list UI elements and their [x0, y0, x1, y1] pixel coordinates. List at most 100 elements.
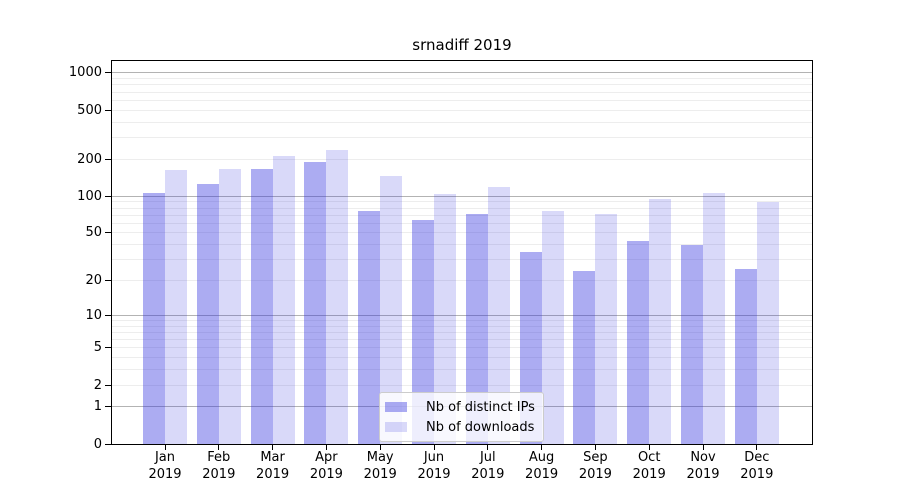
x-tick-month: Dec — [744, 450, 770, 465]
chart-title: srnadiff 2019 — [412, 36, 512, 54]
legend-label: Nb of downloads — [426, 419, 535, 435]
x-tick-label: Jan 2019 — [130, 450, 200, 483]
x-tick-mark — [648, 445, 650, 450]
y-tick-label: 500 — [77, 102, 102, 118]
bar-downloads — [326, 150, 349, 444]
gridline-minor — [112, 121, 812, 123]
x-tick-month: Nov — [690, 450, 716, 465]
x-tick-month: Oct — [637, 450, 661, 465]
bar-downloads — [380, 175, 403, 444]
x-tick-label: Nov 2019 — [668, 450, 738, 483]
bar-distinct-ips — [573, 271, 596, 444]
gridline-minor — [112, 222, 812, 224]
legend-row: Nb of distinct IPs — [380, 397, 543, 417]
x-tick-month: Jun — [423, 450, 445, 465]
bar-distinct-ips — [681, 244, 703, 444]
gridline-minor — [112, 207, 812, 209]
x-tick-year: 2019 — [148, 466, 182, 482]
x-tick-label: Jul 2019 — [453, 450, 523, 483]
x-tick-month: Mar — [260, 450, 285, 465]
gridline-minor — [112, 279, 812, 281]
x-tick-mark — [272, 445, 274, 450]
bar-downloads — [649, 198, 672, 444]
x-tick-mark — [379, 445, 381, 450]
bar-distinct-ips — [196, 183, 219, 444]
x-tick-mark — [594, 445, 596, 450]
x-tick-label: Aug 2019 — [507, 450, 577, 483]
x-tick-month: Apr — [315, 450, 338, 465]
plot-area — [111, 60, 813, 445]
bar-downloads — [487, 186, 510, 444]
gridline-minor — [112, 214, 812, 216]
legend-label: Nb of distinct IPs — [426, 399, 535, 415]
x-tick-year: 2019 — [309, 466, 343, 482]
x-tick-mark — [756, 445, 758, 450]
gridline-minor — [112, 232, 812, 234]
gridline-minor — [112, 109, 812, 111]
y-tick-label: 200 — [77, 151, 102, 167]
bar-downloads — [434, 193, 456, 444]
y-tick-label: 100 — [77, 188, 102, 204]
x-tick-year: 2019 — [740, 466, 774, 482]
x-tick-label: Sep 2019 — [560, 450, 630, 483]
gridline-minor — [112, 99, 812, 101]
bar-distinct-ips — [734, 269, 757, 444]
legend: Nb of distinct IPs Nb of downloads — [379, 392, 544, 442]
y-tick-label: 50 — [85, 225, 102, 241]
x-tick-mark — [541, 445, 543, 450]
x-tick-label: Mar 2019 — [238, 450, 308, 483]
x-tick-label: Dec 2019 — [722, 450, 792, 483]
gridline-minor — [112, 357, 812, 359]
bar-downloads — [756, 202, 779, 444]
x-tick-year: 2019 — [202, 466, 236, 482]
y-tick-label: 5 — [93, 340, 102, 356]
x-tick-label: May 2019 — [345, 450, 415, 483]
x-tick-month: Feb — [207, 450, 231, 465]
gridline-minor — [112, 201, 812, 203]
y-tick-label: 20 — [85, 272, 102, 288]
gridline-minor — [112, 369, 812, 371]
y-tick-label: 2 — [93, 377, 102, 393]
gridline-minor — [112, 331, 812, 333]
x-tick-mark — [325, 445, 327, 450]
gridline-minor — [112, 91, 812, 93]
x-tick-mark — [487, 445, 489, 450]
x-tick-year: 2019 — [578, 466, 612, 482]
bar-downloads — [165, 170, 187, 444]
gridline-minor — [112, 347, 812, 349]
x-tick-mark — [164, 445, 166, 450]
x-tick-year: 2019 — [525, 466, 559, 482]
bar-downloads — [703, 193, 725, 444]
y-tick-label: 1 — [93, 399, 102, 415]
gridline-minor — [112, 137, 812, 138]
x-tick-month: Sep — [583, 450, 608, 465]
x-tick-mark — [218, 445, 220, 450]
gridline-minor — [112, 259, 812, 261]
legend-swatch-downloads — [385, 422, 407, 432]
x-tick-year: 2019 — [686, 466, 720, 482]
x-tick-label: Feb 2019 — [184, 450, 254, 483]
x-tick-month: Jan — [154, 450, 176, 465]
gridline-minor — [112, 338, 812, 340]
x-tick-year: 2019 — [363, 466, 397, 482]
bar-distinct-ips — [304, 162, 327, 444]
x-tick-month: Jul — [479, 450, 496, 465]
x-tick-month: Aug — [528, 450, 555, 465]
x-tick-year: 2019 — [417, 466, 451, 482]
y-tick-label: 10 — [85, 307, 102, 323]
gridline-major — [112, 195, 812, 197]
gridline-minor — [112, 325, 812, 327]
x-tick-year: 2019 — [256, 466, 290, 482]
x-tick-label: Apr 2019 — [291, 450, 361, 483]
y-tick-label: 0 — [93, 436, 102, 452]
bar-distinct-ips — [358, 211, 381, 444]
bar-downloads — [218, 169, 241, 444]
gridline-major — [112, 72, 812, 74]
gridline-minor — [112, 384, 812, 386]
x-tick-mark — [433, 445, 435, 450]
x-tick-mark — [702, 445, 704, 450]
bar-distinct-ips — [143, 192, 165, 444]
gridline-minor — [112, 319, 812, 321]
gridline-minor — [112, 158, 812, 160]
